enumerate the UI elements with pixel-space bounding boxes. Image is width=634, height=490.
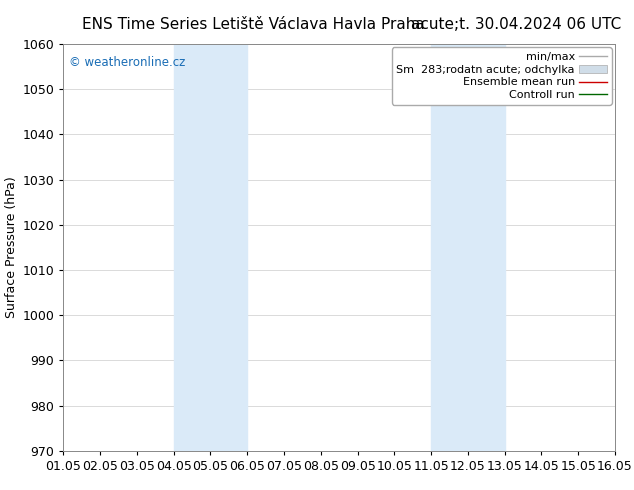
- Legend: min/max, Sm  283;rodatn acute; odchylka, Ensemble mean run, Controll run: min/max, Sm 283;rodatn acute; odchylka, …: [392, 48, 612, 105]
- Y-axis label: Surface Pressure (hPa): Surface Pressure (hPa): [5, 176, 18, 318]
- Text: acute;t. 30.04.2024 06 UTC: acute;t. 30.04.2024 06 UTC: [411, 17, 621, 32]
- Text: © weatheronline.cz: © weatheronline.cz: [69, 56, 185, 69]
- Bar: [174, 44, 247, 451]
- Bar: [431, 44, 505, 451]
- Text: ENS Time Series Letiště Václava Havla Praha: ENS Time Series Letiště Václava Havla Pr…: [82, 17, 425, 32]
